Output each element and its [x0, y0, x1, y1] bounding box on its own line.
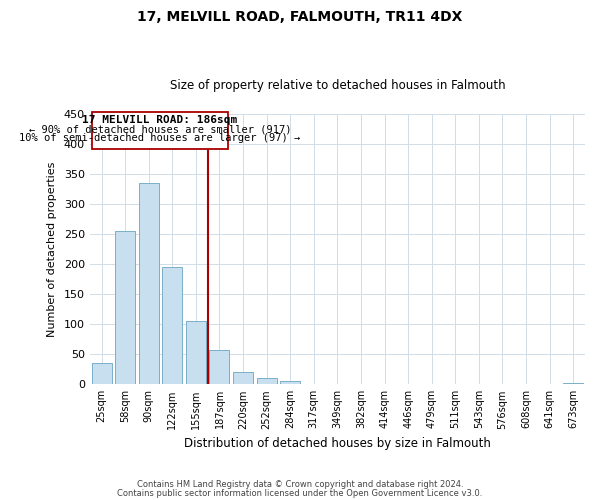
Bar	[233, 372, 253, 384]
X-axis label: Distribution of detached houses by size in Falmouth: Distribution of detached houses by size …	[184, 437, 491, 450]
Bar	[92, 112, 228, 149]
Bar	[139, 183, 159, 384]
Text: 17 MELVILL ROAD: 186sqm: 17 MELVILL ROAD: 186sqm	[82, 115, 238, 125]
Bar	[162, 266, 182, 384]
Y-axis label: Number of detached properties: Number of detached properties	[47, 162, 57, 337]
Text: Contains public sector information licensed under the Open Government Licence v3: Contains public sector information licen…	[118, 488, 482, 498]
Text: ← 90% of detached houses are smaller (917): ← 90% of detached houses are smaller (91…	[29, 124, 291, 134]
Text: 17, MELVILL ROAD, FALMOUTH, TR11 4DX: 17, MELVILL ROAD, FALMOUTH, TR11 4DX	[137, 10, 463, 24]
Bar	[92, 362, 112, 384]
Text: Contains HM Land Registry data © Crown copyright and database right 2024.: Contains HM Land Registry data © Crown c…	[137, 480, 463, 489]
Bar	[280, 382, 300, 384]
Title: Size of property relative to detached houses in Falmouth: Size of property relative to detached ho…	[170, 79, 505, 92]
Bar	[209, 350, 229, 384]
Bar	[186, 321, 206, 384]
Text: 10% of semi-detached houses are larger (97) →: 10% of semi-detached houses are larger (…	[19, 132, 301, 142]
Bar	[115, 231, 135, 384]
Bar	[563, 383, 583, 384]
Bar	[257, 378, 277, 384]
